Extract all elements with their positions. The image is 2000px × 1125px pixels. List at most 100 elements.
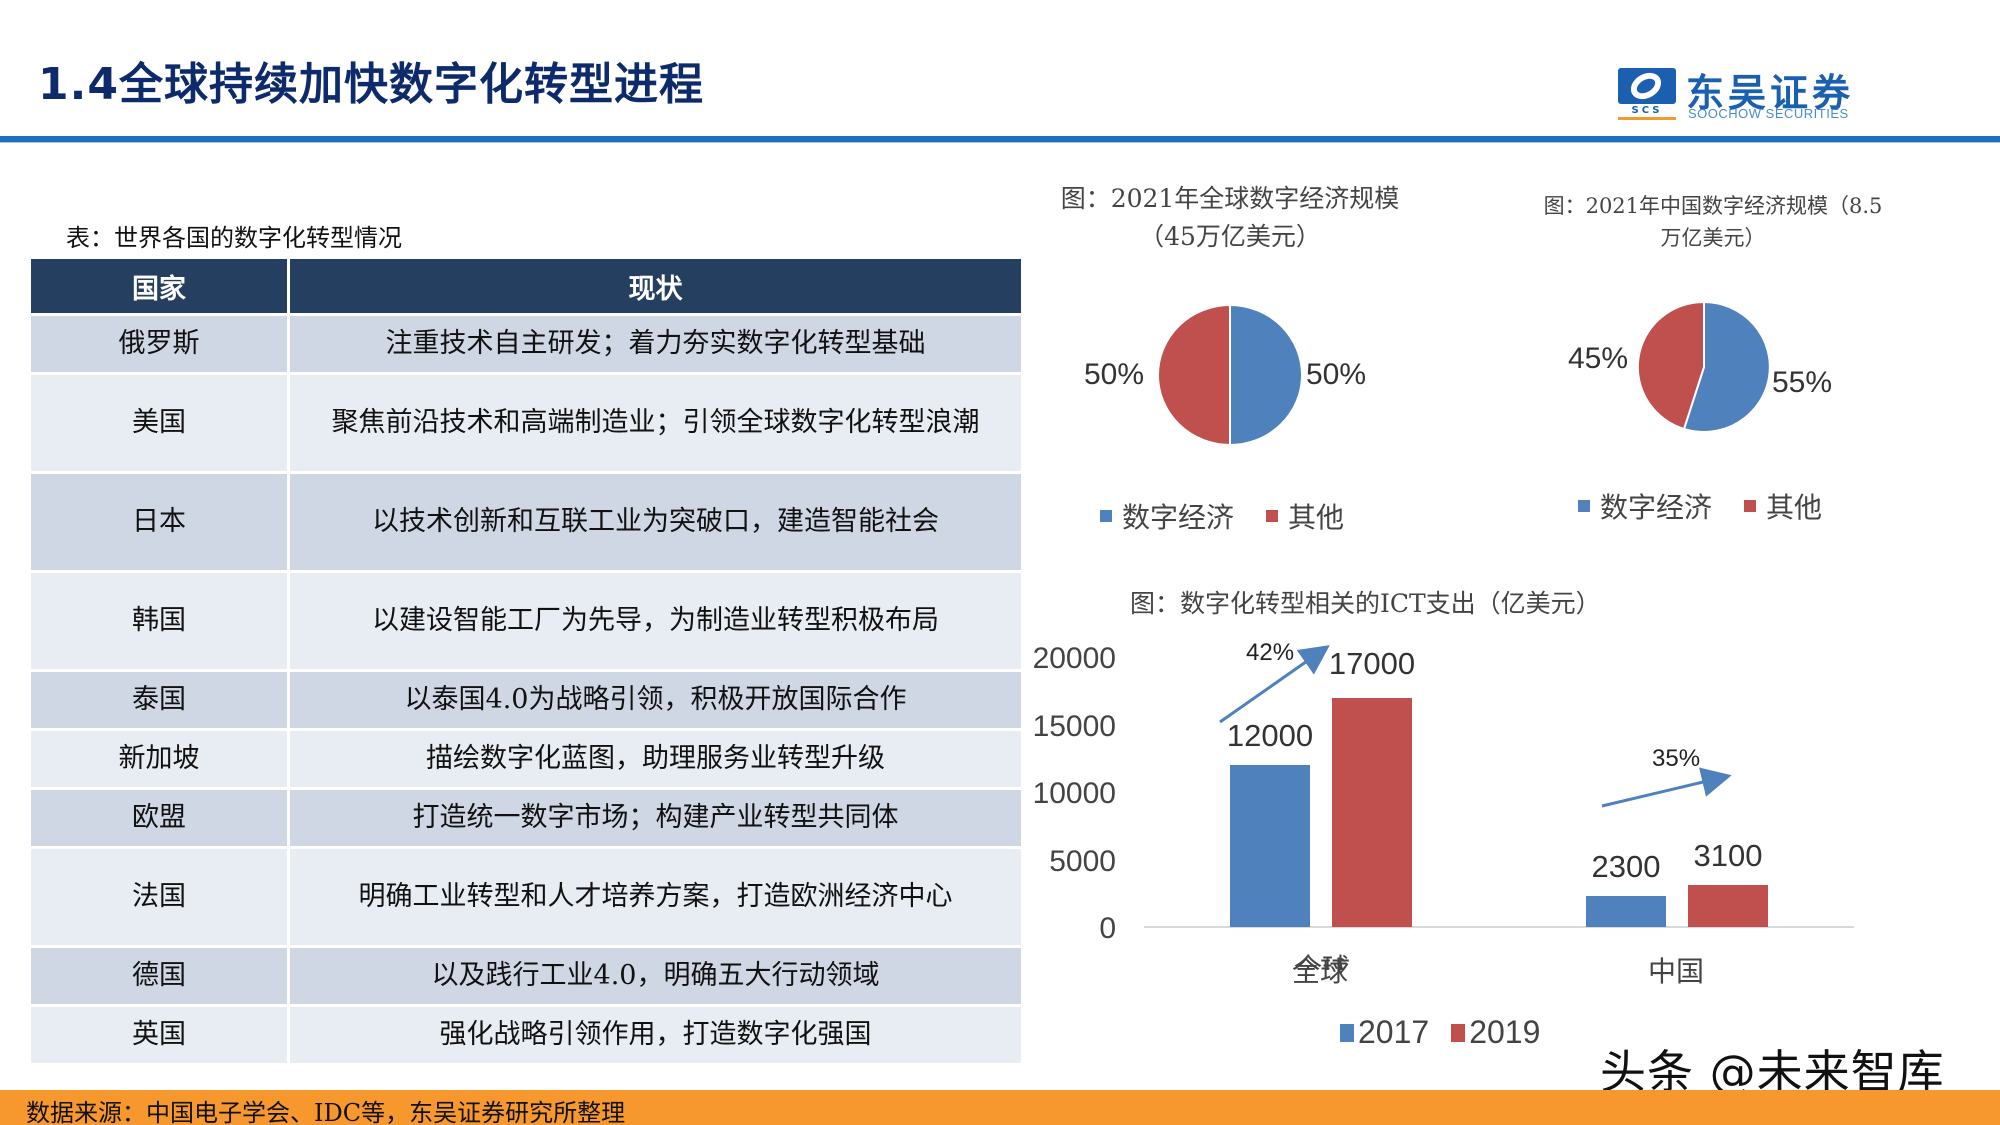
y-axis-ticks: 0 5000 10000 15000 20000	[1033, 642, 1116, 945]
logo-abbr: SCS	[1631, 105, 1663, 116]
column-header-country: 国家	[31, 259, 287, 313]
ict-bar-title: 图：数字化转型相关的ICT支出（亿美元）	[1130, 589, 1601, 618]
logo-name-cn: 东吴证券	[1686, 71, 1855, 115]
status-cell: 以及践行工业4.0，明确五大行动领域	[290, 948, 1021, 1004]
global-other-pct: 50%	[1084, 358, 1145, 391]
legend-swatch-red	[1266, 510, 1279, 522]
legend-item-digital-economy: 数字经济	[1100, 496, 1234, 536]
country-cell: 英国	[31, 1007, 287, 1063]
table-caption: 表：世界各国的数字化转型情况	[66, 224, 402, 252]
country-cell: 新加坡	[31, 731, 287, 787]
data-label-china-2019: 3100	[1694, 838, 1763, 873]
legend-item-2017: 2017	[1340, 1014, 1429, 1051]
country-transformation-table: 国家 现状 俄罗斯 注重技术自主研发；着力夯实数字化转型基础 美国 聚焦前沿技术…	[28, 256, 1024, 1066]
legend-label: 其他	[1766, 491, 1823, 524]
table-row: 泰国 以泰国4.0为战略引领，积极开放国际合作	[31, 672, 1021, 728]
legend-label: 2017	[1358, 1014, 1430, 1050]
china-pie-title-line1: 图：2021年中国数字经济规模（8.5	[1543, 194, 1883, 218]
china-pie-legend: 数字经济 其他	[1578, 486, 1844, 526]
legend-label: 2019	[1469, 1014, 1541, 1050]
status-cell: 以建设智能工厂为先导，为制造业转型积极布局	[290, 573, 1021, 669]
logo-name-en: SOOCHOW SECURITIES	[1688, 106, 1849, 121]
y-tick: 5000	[1049, 845, 1116, 878]
table-header-row: 国家 现状	[31, 259, 1021, 313]
legend-swatch-blue	[1100, 510, 1112, 522]
status-cell: 强化战略引领作用，打造数字化强国	[290, 1007, 1021, 1063]
x-category-global-label: 全球	[1292, 955, 1349, 988]
country-cell: 德国	[31, 948, 287, 1004]
table-row: 德国 以及践行工业4.0，明确五大行动领域	[31, 948, 1021, 1004]
country-cell: 法国	[31, 849, 287, 945]
status-cell: 打造统一数字市场；构建产业转型共同体	[290, 790, 1021, 846]
legend-swatch-red	[1744, 500, 1757, 512]
global-digital-pct: 50%	[1306, 358, 1367, 391]
table-row: 新加坡 描绘数字化蓝图，助理服务业转型升级	[31, 731, 1021, 787]
growth-label-global: 42%	[1246, 639, 1294, 666]
table-row: 日本 以技术创新和互联工业为突破口，建造智能社会	[31, 474, 1021, 570]
global-pie-title-line1: 图：2021年全球数字经济规模	[1060, 184, 1400, 213]
company-logo: SCS 东吴证券 SOOCHOW SECURITIES	[1618, 66, 1898, 121]
country-cell: 韩国	[31, 573, 287, 669]
china-other-pct: 45%	[1568, 342, 1629, 375]
pie-slice-digital-economy	[1682, 300, 1771, 433]
table-row: 美国 聚焦前沿技术和高端制造业；引领全球数字化转型浪潮	[31, 375, 1021, 471]
data-label-china-2017: 2300	[1592, 849, 1661, 884]
data-label-global-2017: 12000	[1227, 718, 1313, 753]
data-label-global-2019: 17000	[1329, 646, 1415, 681]
column-header-status: 现状	[290, 259, 1021, 313]
legend-swatch-blue	[1578, 500, 1590, 512]
status-cell: 以泰国4.0为战略引领，积极开放国际合作	[290, 672, 1021, 728]
legend-swatch-red	[1451, 1023, 1466, 1042]
legend-label: 数字经济	[1600, 491, 1713, 524]
global-digital-economy-pie	[1157, 303, 1303, 447]
growth-arrow-global-icon	[1219, 645, 1330, 724]
china-digital-pct: 55%	[1772, 366, 1833, 399]
global-pie-title-line2: （45万亿美元）	[1139, 222, 1321, 251]
title-divider	[0, 136, 2000, 142]
status-cell: 聚焦前沿技术和高端制造业；引领全球数字化转型浪潮	[290, 375, 1021, 471]
global-pie-legend: 数字经济 其他	[1100, 496, 1366, 536]
bar-global-2017	[1230, 765, 1310, 927]
y-tick: 20000	[1033, 642, 1116, 675]
legend-label: 其他	[1288, 501, 1345, 534]
data-source: 数据来源：中国电子学会、IDC等，东吴证券研究所整理	[26, 1099, 626, 1125]
footer-bar	[0, 1090, 2000, 1125]
table-row: 韩国 以建设智能工厂为先导，为制造业转型积极布局	[31, 573, 1021, 669]
status-cell: 以技术创新和互联工业为突破口，建造智能社会	[290, 474, 1021, 570]
bar-china-2019	[1688, 885, 1768, 927]
country-cell: 俄罗斯	[31, 316, 287, 372]
y-tick: 0	[1099, 912, 1116, 945]
status-cell: 明确工业转型和人才培养方案，打造欧洲经济中心	[290, 849, 1021, 945]
country-cell: 美国	[31, 375, 287, 471]
china-pie-title: 图：2021年中国数字经济规模（8.5 万亿美元）	[1508, 190, 1918, 254]
legend-item-other: 其他	[1266, 496, 1344, 536]
pie-slice-digital-economy	[1229, 303, 1303, 447]
title-divider-thin	[0, 142, 2000, 143]
growth-arrow-china-icon	[1601, 767, 1732, 808]
table-row: 英国 强化战略引领作用，打造数字化强国	[31, 1007, 1021, 1063]
global-pie-title: 图：2021年全球数字经济规模 （45万亿美元）	[1030, 180, 1430, 256]
logo-accent-bar	[1618, 117, 1676, 120]
table-row: 欧盟 打造统一数字市场；构建产业转型共同体	[31, 790, 1021, 846]
legend-swatch-blue	[1340, 1023, 1354, 1042]
status-cell: 注重技术自主研发；着力夯实数字化转型基础	[290, 316, 1021, 372]
legend-item-other: 其他	[1744, 486, 1822, 526]
legend-label: 数字经济	[1122, 501, 1235, 534]
pie-slice-other	[1636, 300, 1705, 431]
bar-global-2019	[1332, 698, 1412, 927]
china-pie-title-line2: 万亿美元）	[1660, 226, 1766, 250]
x-category-china-label: 中国	[1648, 955, 1705, 988]
country-cell: 欧盟	[31, 790, 287, 846]
bar-china-2017	[1586, 896, 1666, 927]
ict-spending-bar-chart: 0 5000 10000 15000 20000 12000 17000 230…	[1033, 639, 1854, 970]
table-row: 法国 明确工业转型和人才培养方案，打造欧洲经济中心	[31, 849, 1021, 945]
status-cell: 描绘数字化蓝图，助理服务业转型升级	[290, 731, 1021, 787]
legend-item-2019: 2019	[1451, 1014, 1540, 1051]
country-cell: 日本	[31, 474, 287, 570]
growth-label-china: 35%	[1652, 745, 1700, 772]
pie-slice-other	[1157, 303, 1231, 447]
legend-item-digital-economy: 数字经济	[1578, 486, 1712, 526]
y-tick: 15000	[1033, 710, 1116, 743]
ict-bar-legend: 2017 2019	[1340, 1014, 1562, 1051]
table-row: 俄罗斯 注重技术自主研发；着力夯实数字化转型基础	[31, 316, 1021, 372]
